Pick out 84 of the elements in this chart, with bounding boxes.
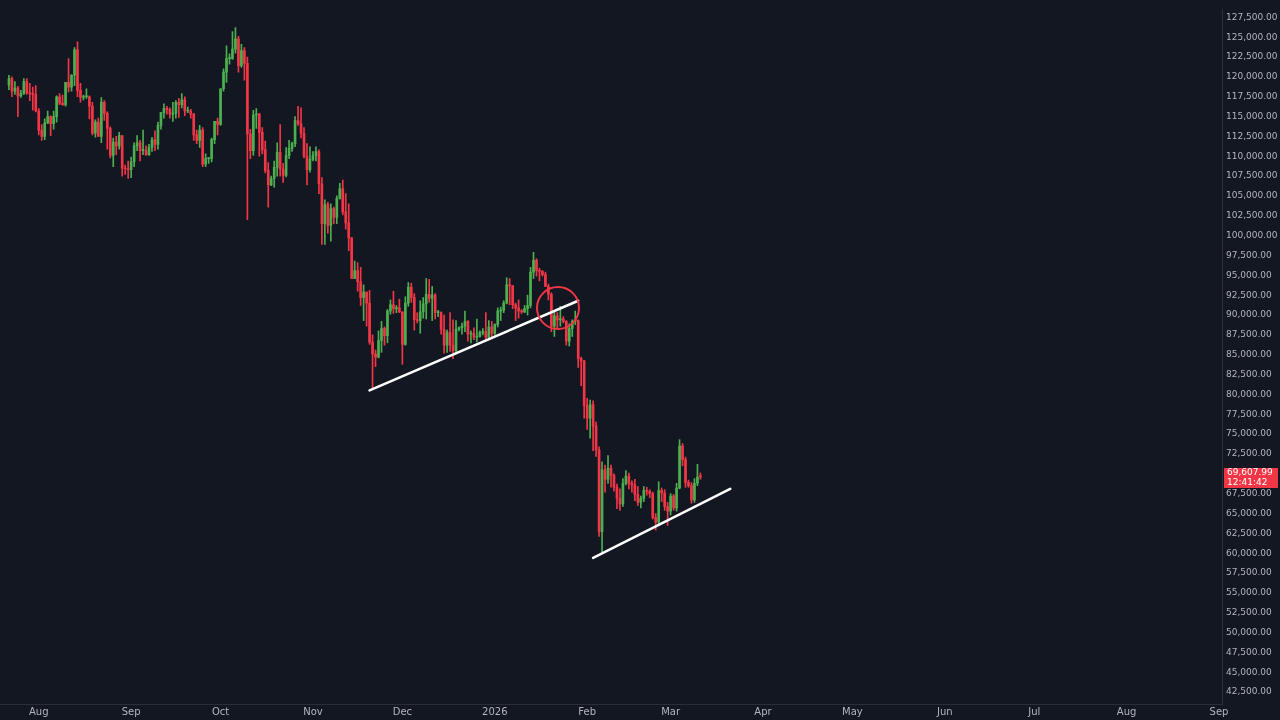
candlestick [94,119,97,138]
candlestick [61,94,64,106]
candlestick [553,311,556,337]
x-tick-label: 2026 [482,705,508,717]
x-tick-label: Apr [754,705,773,717]
y-tick-label: 82,500.00 [1226,368,1273,379]
y-tick-label: 92,500.00 [1226,289,1273,300]
candlestick [64,82,67,107]
y-tick-label: 85,000.00 [1226,349,1273,360]
candlestick [535,258,538,277]
candlestick [672,494,675,511]
candlestick [669,493,672,516]
y-tick-label: 117,500.00 [1226,91,1278,102]
y-tick-label: 67,500.00 [1226,487,1273,498]
candlestick [508,278,511,306]
candlestick [383,326,386,346]
y-tick-label: 125,000.00 [1226,31,1278,42]
candlestick [252,109,255,156]
y-tick-label: 95,000.00 [1226,269,1273,280]
y-tick-label: 55,000.00 [1226,587,1273,598]
candlestick [204,153,207,167]
candlestick [100,97,103,144]
y-tick-label: 75,000.00 [1226,428,1273,439]
x-tick-label: Aug [1116,705,1137,717]
text: 69,607.99 [1227,467,1274,478]
y-tick-label: 52,500.00 [1226,607,1273,618]
candlestick [392,290,395,314]
candlestick [395,305,398,313]
y-tick-label: 120,000.00 [1226,71,1278,82]
y-tick-label: 65,000.00 [1226,507,1273,518]
y-tick-label: 57,500.00 [1226,567,1273,578]
y-tick-label: 102,500.00 [1226,210,1278,221]
y-tick-label: 45,000.00 [1226,666,1273,677]
y-tick-label: 42,500.00 [1226,686,1273,697]
y-tick-label: 112,500.00 [1226,130,1278,141]
candlestick [201,127,204,167]
candlestick [237,36,240,73]
y-tick-label: 60,000.00 [1226,547,1273,558]
x-tick-label: Oct [211,705,230,717]
candlestick [85,88,88,99]
candlestick [427,278,431,303]
candlestick [517,299,520,319]
candlestick [556,312,559,329]
y-tick-label: 110,000.00 [1226,150,1278,161]
text: 12:41:42 [1227,477,1268,488]
candlestick [126,160,130,179]
candlestick [67,58,70,93]
candlestick [240,44,243,68]
x-tick-label: Mar [661,705,681,717]
candlestick [216,117,219,136]
candlestick [58,93,61,105]
candlestick [97,117,100,137]
y-tick-label: 87,500.00 [1226,329,1273,340]
y-tick-label: 47,500.00 [1226,646,1273,657]
x-tick-label: Sep [1209,705,1229,717]
x-tick-label: Jul [1027,705,1041,717]
x-tick-label: May [842,705,863,717]
candlestick [362,284,365,321]
x-tick-label: Feb [578,705,597,717]
y-tick-label: 115,000.00 [1226,110,1278,121]
y-tick-label: 62,500.00 [1226,527,1273,538]
y-tick-label: 77,500.00 [1226,408,1273,419]
candlestick [49,115,52,136]
y-tick-label: 107,500.00 [1226,170,1278,181]
candlestick [353,260,357,279]
x-tick-label: Aug [28,705,49,717]
x-tick-label: Dec [392,705,413,717]
y-tick-label: 72,500.00 [1226,448,1273,459]
candlestick [198,124,202,148]
y-tick-label: 122,500.00 [1226,51,1278,62]
y-tick-label: 80,000.00 [1226,388,1273,399]
y-tick-label: 97,500.00 [1226,249,1273,260]
y-tick-label: 90,000.00 [1226,309,1273,320]
y-tick-label: 127,500.00 [1226,11,1278,22]
x-tick-label: Jun [936,705,953,717]
candlestick [690,482,693,504]
candlestick [418,300,422,334]
x-tick-label: Sep [121,705,141,717]
y-tick-label: 100,000.00 [1226,229,1278,240]
candlestick [165,105,169,115]
y-tick-label: 50,000.00 [1226,626,1273,637]
y-tick-label: 105,000.00 [1226,190,1278,201]
candlestick [114,136,118,155]
x-tick-label: Nov [303,705,323,717]
